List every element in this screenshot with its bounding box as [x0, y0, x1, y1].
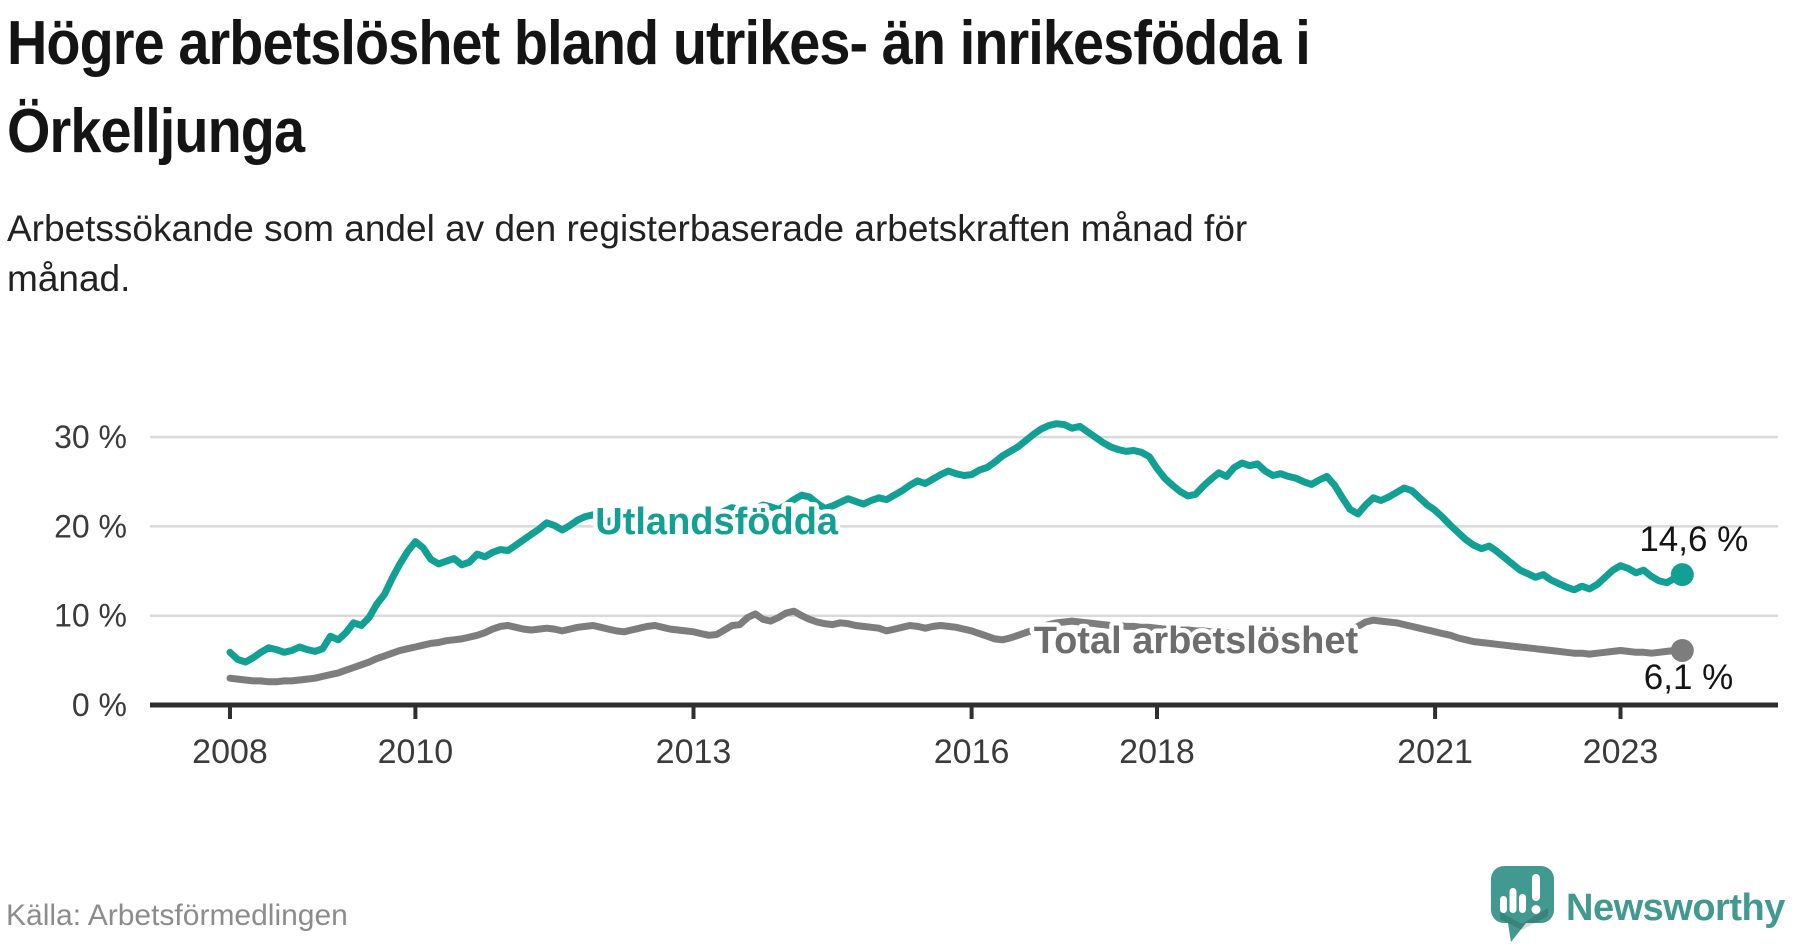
page-title-line-2: Örkelljunga: [7, 97, 305, 166]
series-inline-label-total-arbetsloshet: Total arbetslöshet: [1034, 620, 1359, 662]
end-value-label-total-arbetsloshet: 6,1 %: [1644, 658, 1734, 697]
end-value-label-utlandsfodda: 14,6 %: [1639, 520, 1748, 559]
bar-icon: [1509, 888, 1517, 913]
series-end-dot-total-arbetsloshet: [1670, 639, 1694, 663]
y-tick-label: 20 %: [54, 508, 127, 544]
series-line-utlandsfodda: [226, 420, 1686, 666]
x-tick-label: 2010: [378, 733, 454, 771]
x-tick-label: 2008: [192, 733, 268, 771]
page-subtitle-line-1: Arbetssökande som andel av den registerb…: [7, 208, 1248, 249]
source-text: Källa: Arbetsförmedlingen: [6, 899, 348, 932]
header: Högre arbetslöshet bland utrikes- än inr…: [7, 0, 1455, 176]
y-tick-label: 0 %: [72, 687, 127, 723]
series-inline-label-utlandsfodda: Utlandsfödda: [595, 501, 839, 543]
exclamation-icon: [1532, 874, 1540, 901]
page-subtitle: Arbetssökande som andel av den registerb…: [7, 204, 1247, 304]
page-subtitle-line-2: månad.: [7, 258, 131, 299]
newsworthy-icon-shadow: [1500, 908, 1548, 930]
x-tick-label: 2016: [934, 733, 1010, 771]
newsworthy-icon: [1491, 866, 1554, 942]
x-tick-label: 2021: [1397, 733, 1473, 771]
page-title-line-1: Högre arbetslöshet bland utrikes- än inr…: [7, 9, 1311, 78]
x-tick-label: 2023: [1583, 733, 1659, 771]
newsworthy-wordmark: Newsworthy: [1566, 887, 1785, 929]
bar-icon: [1500, 896, 1507, 913]
x-tick-label: 2013: [656, 733, 732, 771]
page-title: Högre arbetslöshet bland utrikes- än inr…: [7, 0, 1311, 176]
x-tick-label: 2018: [1119, 733, 1195, 771]
y-tick-label: 30 %: [54, 419, 127, 455]
series-end-dot-utlandsfodda: [1670, 563, 1694, 587]
unemployment-line-chart: 0 % 10 % 20 % 30 % 2008 2010 2013 2016 2018 2021 2…: [54, 419, 1778, 771]
exclamation-dot-icon: [1531, 905, 1541, 914]
bar-icon: [1519, 894, 1526, 913]
y-tick-label: 10 %: [54, 598, 127, 634]
newsworthy-brand: Newsworthy: [1488, 862, 1788, 946]
series-line-total-arbetsloshet: [226, 607, 1686, 686]
